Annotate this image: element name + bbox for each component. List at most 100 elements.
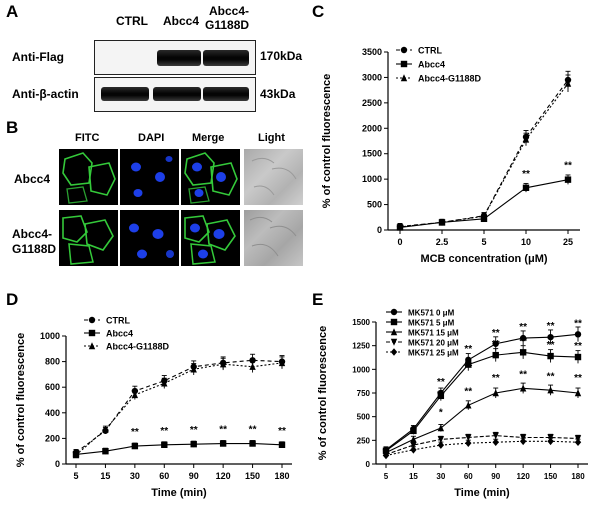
chart-d-xtick-label: 30 (130, 471, 140, 481)
panel-d-label: D (6, 290, 19, 309)
chart-d-ytick-label: 0 (55, 459, 60, 469)
col-label-dapi: DAPI (138, 132, 165, 144)
chart-e-xtick-label: 180 (571, 472, 585, 481)
chart-d-point (278, 359, 286, 367)
chart-e-point (410, 441, 417, 449)
chart-e-xtick-label: 15 (409, 472, 418, 481)
chart-e-significance: ** (464, 363, 472, 374)
chart-c-point (522, 184, 530, 191)
chart-d-significance: ** (190, 425, 198, 436)
chart-c-ylabel: % of control fluorescence (321, 74, 333, 208)
chart-c-significance: ** (522, 169, 530, 180)
chart-c-series-line-0 (399, 79, 569, 227)
chart-c-xtick-label: 10 (521, 237, 531, 247)
lane-label-mutant-line1: Abcc4- (209, 4, 250, 18)
chart-d-xtick-label: 15 (100, 471, 110, 481)
chart-e-legend-label: MK571 25 μM (408, 349, 459, 358)
chart-c-legend-marker (400, 46, 408, 54)
blot-size-flag: 170kDa (260, 49, 303, 63)
chart-e-significance: ** (464, 344, 472, 355)
chart-d-significance: ** (249, 425, 257, 436)
chart-e-ytick-label: 750 (357, 389, 371, 398)
chart-d-point (249, 362, 256, 370)
chart-e-significance: ** (519, 369, 527, 380)
chart-d-significance: ** (131, 427, 139, 438)
chart-d-point (249, 357, 256, 364)
chart-e-significance: ** (519, 336, 527, 347)
chart-c-legend-marker (400, 60, 408, 68)
chart-d-point (131, 391, 139, 399)
micrograph-abcc4-dapi (120, 149, 179, 205)
row-label-mutant-line1: Abcc4- (12, 227, 53, 241)
chart-d-point (102, 425, 109, 433)
chart-e-ytick-label: 0 (366, 460, 371, 469)
chart-c-point (564, 79, 572, 87)
chart-c-significance: ** (564, 161, 572, 172)
chart-d-ylabel: % of control fluorescence (15, 333, 27, 467)
chart-e-point (465, 434, 472, 442)
chart-e-legend-marker (390, 338, 398, 346)
chart-e-ytick-label: 1500 (352, 318, 370, 327)
chart-c-legend-label: Abcc4 (418, 60, 445, 70)
chart-e-legend-marker (390, 328, 398, 336)
chart-c-point (522, 135, 530, 143)
chart-c-ytick-label: 1000 (362, 174, 382, 184)
chart-e-significance: ** (464, 386, 472, 397)
chart-e-point (547, 437, 554, 446)
chart-e-point (382, 451, 390, 460)
chart-c: 0 500 1000 1500 2000 2500 3000 3500 0 2.5 5 10 25 MCB… (321, 46, 580, 265)
chart-e-significance: ** (547, 340, 555, 351)
chart-c-xtick-label: 2.5 (436, 237, 449, 247)
chart-e-point (492, 432, 499, 440)
chart-e-ytick-label: 1000 (352, 365, 370, 374)
chart-e-significance: ** (547, 321, 555, 332)
chart-e-significance: ** (492, 373, 500, 384)
chart-c-ytick-label: 3500 (362, 47, 382, 57)
chart-d-point (131, 442, 139, 450)
chart-e: 0 250 500 750 1000 1250 1500 5 15 30 60 90 120 150 180… (317, 308, 588, 499)
chart-e-significance: ** (519, 322, 527, 333)
micrograph-mutant-dapi (120, 210, 179, 266)
chart-e-legend-label: MK571 20 μM (408, 339, 459, 348)
chart-c-point (480, 212, 488, 220)
chart-d-ytick-label: 200 (45, 433, 60, 443)
chart-e-point (492, 340, 499, 347)
chart-d-xtick-label: 90 (189, 471, 199, 481)
chart-d-point (161, 379, 168, 387)
blot-actin (94, 77, 256, 112)
chart-e-significance: ** (574, 318, 582, 329)
chart-e-point (410, 427, 417, 435)
chart-e-point (465, 401, 472, 409)
chart-d-ytick-label: 800 (45, 357, 60, 367)
micrograph-abcc4-merge (181, 149, 240, 205)
chart-c-legend-label: Abcc4-G1188D (418, 74, 482, 84)
chart-e-series-line-1 (385, 351, 579, 452)
chart-e-ytick-label: 500 (357, 413, 371, 422)
panel-b-label: B (6, 118, 19, 137)
chart-e-series-line-4 (385, 440, 579, 457)
chart-e-point (465, 439, 472, 447)
chart-d-point (190, 440, 197, 448)
chart-d-series-line-0 (75, 359, 283, 453)
chart-d-legend-label: Abcc4-G1188D (106, 342, 170, 352)
chart-e-point (519, 349, 527, 356)
chart-d-point (161, 441, 168, 448)
chart-d-legend-marker (88, 329, 96, 337)
chart-e-series-line-2 (385, 387, 579, 454)
chart-e-legend-marker (390, 308, 398, 316)
col-label-fitc: FITC (75, 132, 100, 144)
chart-d-legend-label: Abcc4 (106, 329, 133, 339)
chart-c-xtick-label: 5 (481, 237, 486, 247)
chart-d-point (219, 440, 227, 447)
chart-e-series-line-3 (385, 435, 579, 456)
chart-e-significance: * (439, 407, 443, 418)
chart-e-point (574, 389, 582, 397)
chart-e-point (519, 334, 527, 342)
chart-e-significance: ** (547, 371, 555, 382)
chart-d-significance: ** (160, 426, 168, 437)
chart-e-ytick-label: 250 (357, 436, 371, 445)
micrograph-mutant-merge (181, 210, 240, 266)
chart-e-significance: ** (492, 339, 500, 350)
chart-e-point (410, 435, 417, 443)
chart-d-ytick-label: 1000 (40, 331, 60, 341)
